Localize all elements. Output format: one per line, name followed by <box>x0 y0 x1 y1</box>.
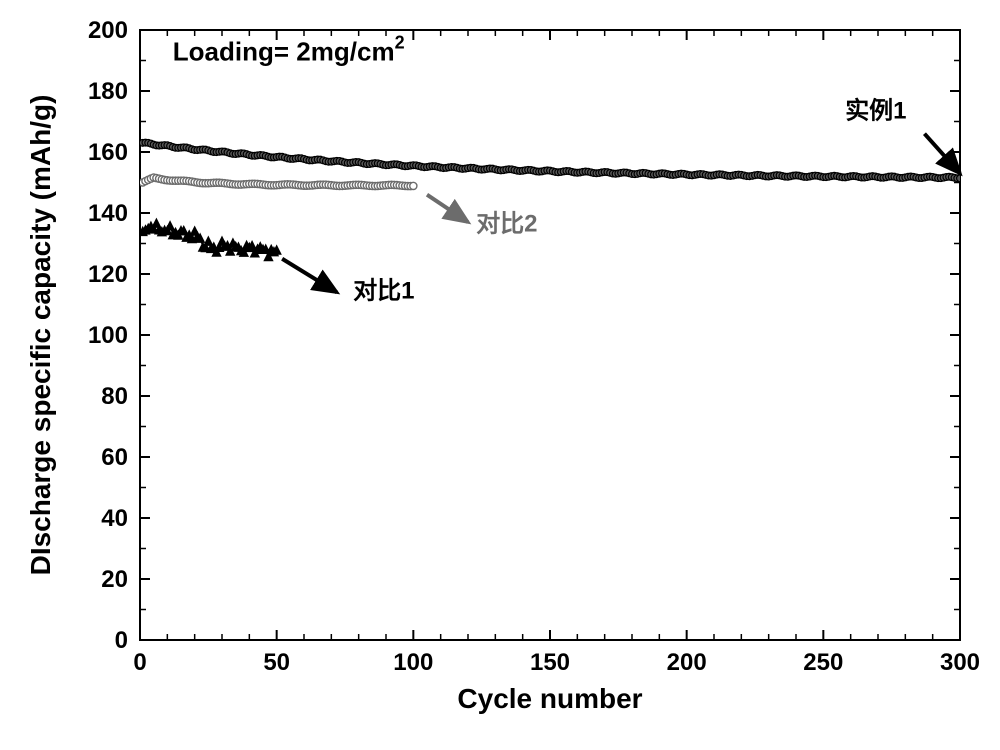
y-tick-label: 0 <box>115 627 128 654</box>
ann-example1-label: 实例1 <box>845 96 906 124</box>
y-tick-label: 140 <box>88 200 128 227</box>
loading-label: Loading= 2mg/cm2 <box>173 33 405 67</box>
marker <box>957 175 964 182</box>
chart-container: 0 50 100 150 200 250 300 0 20 40 60 80 100 120 140 160 1… <box>0 0 1000 750</box>
y-tick-label: 200 <box>88 17 128 44</box>
y-tick-label: 100 <box>88 322 128 349</box>
y-tick-label: 20 <box>101 566 128 593</box>
series-example1 <box>139 139 963 181</box>
ann-compare1-label: 对比1 <box>353 277 414 304</box>
x-tick-label: 100 <box>393 649 433 676</box>
ann-compare2-label: 对比2 <box>476 210 537 237</box>
chart-svg: 0 50 100 150 200 250 300 0 20 40 60 80 100 120 140 160 1… <box>0 0 1000 750</box>
x-tick-label: 300 <box>940 649 980 676</box>
ann-compare2-arrow <box>427 195 468 222</box>
x-tick-label: 150 <box>530 649 570 676</box>
y-tick-label: 40 <box>101 505 128 532</box>
x-tick-label: 50 <box>263 649 290 676</box>
y-tick-label: 180 <box>88 78 128 105</box>
marker <box>410 182 417 189</box>
x-tick-label: 250 <box>803 649 843 676</box>
y-tick-label: 80 <box>101 383 128 410</box>
y-axis-title: DIscharge specific capacity (mAh/g) <box>25 95 56 576</box>
series-compare2 <box>139 174 417 190</box>
x-tick-label: 0 <box>133 649 146 676</box>
ann-compare1-arrow <box>282 259 337 293</box>
y-tick-label: 160 <box>88 139 128 166</box>
x-axis-title: Cycle number <box>457 683 642 714</box>
series-compare1 <box>139 219 281 261</box>
y-tick-label: 120 <box>88 261 128 288</box>
y-tick-label: 60 <box>101 444 128 471</box>
plot-frame <box>140 30 960 640</box>
x-tick-label: 200 <box>667 649 707 676</box>
ann-example1-arrow <box>924 134 960 174</box>
